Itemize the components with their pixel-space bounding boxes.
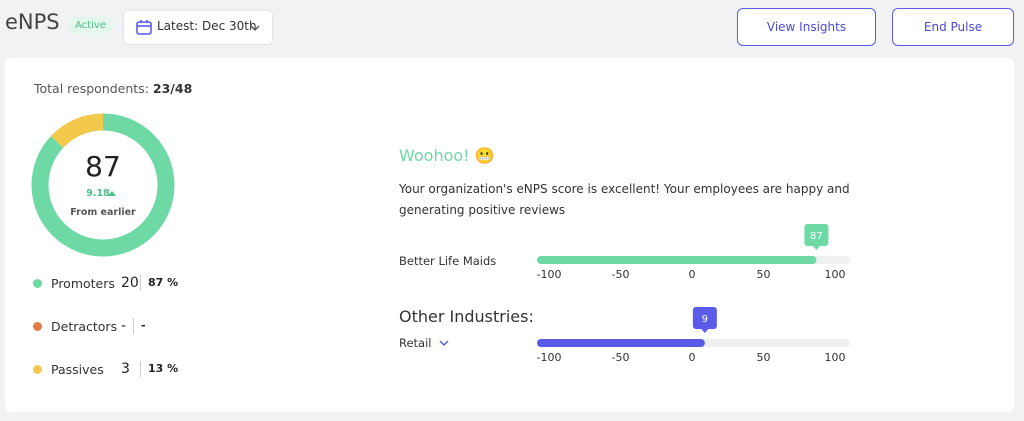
respondents: Total respondents: 23/48 (34, 81, 192, 96)
bar (537, 339, 705, 347)
message-text: Your organization's eNPS score is excell… (399, 182, 850, 217)
legend-name: Detractors (51, 319, 118, 334)
date-filter[interactable]: Latest: Dec 30th (123, 10, 273, 45)
bubble-pointer (812, 245, 821, 250)
respondents-value: 23/48 (152, 81, 193, 96)
x-tick-label: 0 (689, 351, 696, 364)
x-tick-label: 100 (825, 351, 846, 364)
x-tick-label: -50 (612, 268, 630, 281)
view-insights-button[interactable]: View Insights (737, 8, 876, 46)
change-label: From earlier (70, 207, 136, 218)
legend-count: 3 (121, 361, 130, 377)
card (5, 58, 1014, 412)
row-label: Retail (399, 336, 432, 350)
x-tick-label: 50 (757, 351, 771, 364)
legend-name: Promoters (51, 276, 115, 291)
page-title: eNPS (5, 10, 60, 34)
legend-percent: 87 % (148, 276, 179, 289)
value-bubble (692, 307, 717, 329)
date-label: Latest: Dec 30th (157, 19, 257, 33)
score-change: 9.18 (86, 188, 110, 199)
value-label: 87 (810, 231, 823, 242)
up-arrow (108, 191, 116, 196)
status-badge: Active (68, 17, 113, 34)
chevron (439, 340, 449, 347)
separator (133, 318, 134, 334)
score: 87 (85, 150, 121, 183)
legend-dot (33, 322, 42, 331)
legend-count: 20 (121, 275, 139, 291)
other-label: Other Industries: (399, 307, 534, 326)
end-pulse-button[interactable]: End Pulse (892, 8, 1014, 46)
legend-name: Passives (51, 362, 104, 377)
x-tick-label: -100 (537, 351, 562, 364)
x-tick-label: 100 (825, 268, 846, 281)
industry-select[interactable]: Retail (399, 336, 449, 350)
x-tick-label: 50 (757, 268, 771, 281)
respondents-label: Total respondents: (34, 81, 149, 96)
legend-dot (33, 365, 42, 374)
separator (140, 275, 141, 291)
bubble-pointer (700, 328, 709, 333)
value-label: 9 (702, 314, 708, 325)
legend-dot (33, 279, 42, 288)
value-bubble (804, 224, 829, 246)
legend-percent: - (141, 319, 146, 332)
legend-count: - (121, 318, 127, 334)
calendar-icon (136, 20, 152, 35)
row-label: Better Life Maids (399, 254, 497, 268)
bar (537, 256, 817, 264)
chevron (250, 25, 260, 31)
x-tick-label: -50 (612, 351, 630, 364)
legend-percent: 13 % (148, 362, 179, 375)
separator (140, 361, 141, 377)
x-tick-label: -100 (537, 268, 562, 281)
message-title: Woohoo! 😬 (399, 146, 495, 165)
x-tick-label: 0 (689, 268, 696, 281)
donut-segment (31, 113, 175, 257)
